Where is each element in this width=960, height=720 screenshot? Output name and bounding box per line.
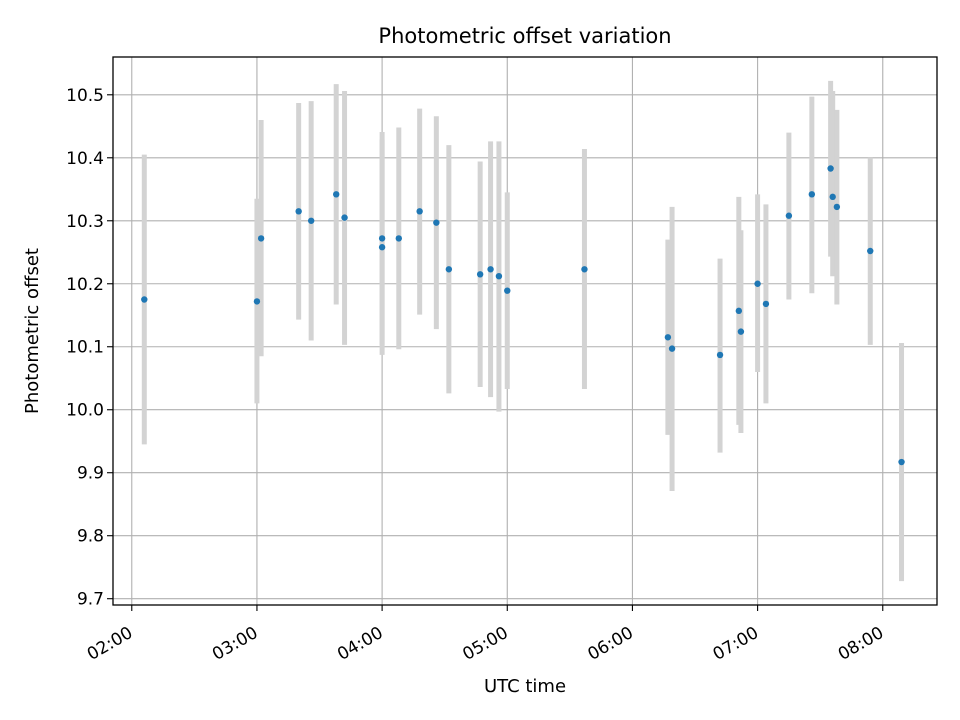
data-point [476, 271, 484, 278]
data-point [445, 266, 453, 273]
data-point [754, 280, 761, 287]
data-point [295, 208, 302, 215]
data-point [416, 208, 423, 215]
y-tick-label: 10.3 [66, 212, 104, 232]
data-point [378, 235, 386, 242]
data-point [581, 266, 588, 273]
data-point [378, 244, 386, 251]
y-axis-title: Photometric offset [22, 248, 43, 414]
y-tick-label: 10.1 [66, 338, 104, 358]
y-tick-label: 9.9 [77, 464, 104, 484]
data-point [395, 235, 402, 242]
data-point [716, 351, 724, 359]
data-point [829, 193, 836, 201]
data-point [898, 458, 905, 466]
data-point [867, 247, 874, 255]
data-point [785, 212, 793, 219]
chart-title: Photometric offset variation [378, 24, 671, 48]
data-point [487, 266, 494, 273]
data-point [307, 217, 315, 224]
data-point [762, 300, 770, 308]
data-point [257, 235, 265, 242]
y-tick-label: 9.8 [77, 527, 104, 547]
data-point [253, 298, 261, 305]
data-point [504, 287, 511, 294]
y-tick-label: 9.7 [77, 590, 104, 610]
y-tick-label: 10.4 [66, 149, 104, 169]
data-point [827, 165, 834, 172]
data-point [333, 191, 340, 198]
y-tick-label: 10.5 [66, 86, 104, 106]
data-point [668, 345, 676, 352]
data-point [433, 219, 440, 226]
data-point [737, 328, 745, 335]
data-point [808, 191, 816, 198]
x-axis-title: UTC time [484, 676, 566, 697]
data-point [495, 273, 503, 280]
data-point [341, 214, 348, 221]
plot-frame [112, 56, 938, 606]
data-point [664, 334, 672, 341]
y-tick-label: 10.2 [66, 275, 104, 295]
data-point [735, 307, 743, 315]
y-tick-label: 10.0 [66, 401, 104, 421]
point-layer [141, 165, 905, 466]
y-axis-ticks: 9.7 9.8 9.9 10.0 10.1 10.2 10.3 10.4 10.5 [66, 86, 113, 610]
data-point [833, 203, 841, 211]
data-point [141, 296, 148, 303]
